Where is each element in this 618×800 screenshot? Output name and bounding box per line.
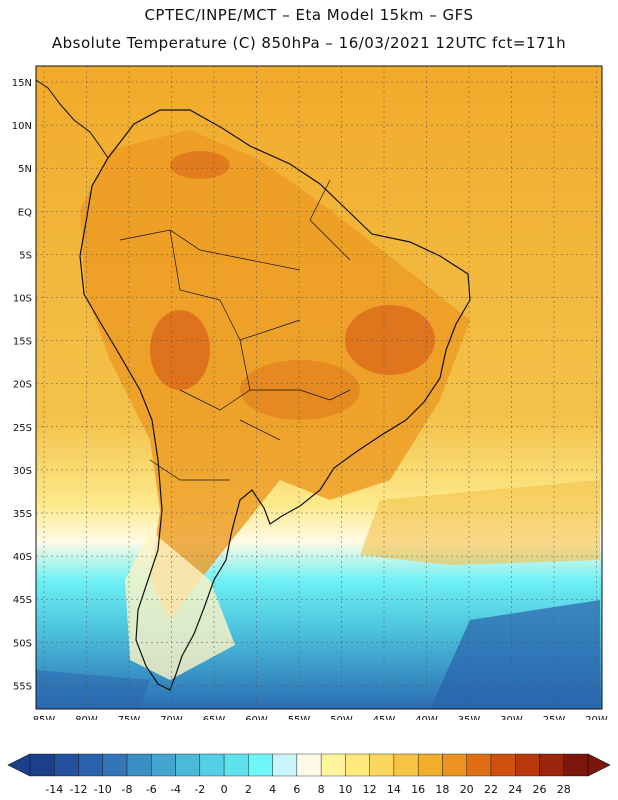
colorbar-tick-label: 6 bbox=[293, 783, 301, 796]
colorbar-swatch bbox=[199, 753, 225, 777]
colorbar-swatch bbox=[345, 753, 370, 777]
colorbar-tick-label: -8 bbox=[121, 783, 133, 796]
temperature-map: 15N 10N 5N EQ 5S 10S 15S 20S 25S 30S 35S 40S 45S 50S 5… bbox=[12, 65, 608, 720]
colorbar-tick-label: 4 bbox=[269, 783, 277, 796]
colorbar-swatch bbox=[393, 753, 419, 777]
lat-label: 45S bbox=[13, 595, 32, 606]
colorbar-swatch bbox=[320, 753, 346, 777]
lat-label: 25S bbox=[13, 423, 32, 434]
colorbar-tick-label: 28 bbox=[556, 783, 571, 796]
colorbar-swatch bbox=[515, 753, 540, 777]
colorbar-swatch bbox=[223, 753, 249, 777]
colorbar bbox=[7, 753, 611, 777]
colorbar-swatch bbox=[54, 753, 79, 777]
country-borders bbox=[119, 179, 351, 481]
colorbar-tick-label: 12 bbox=[362, 783, 377, 796]
lon-label: 25W bbox=[543, 715, 566, 720]
colorbar-swatch bbox=[126, 753, 152, 777]
lat-label: 5N bbox=[18, 164, 32, 175]
colorbar-swatch bbox=[466, 753, 492, 777]
colorbar-tick-label: -4 bbox=[170, 783, 182, 796]
colorbar-swatch bbox=[539, 753, 564, 777]
colorbar-tick-label: -6 bbox=[145, 783, 157, 796]
colorbar-tick-label: 24 bbox=[508, 783, 523, 796]
colorbar-tick-label: -12 bbox=[69, 783, 88, 796]
colorbar-tick-label: -2 bbox=[194, 783, 206, 796]
colorbar-tick-label: 26 bbox=[532, 783, 547, 796]
colorbar-swatch bbox=[29, 753, 55, 777]
colorbar-tick-label: 2 bbox=[244, 783, 252, 796]
colorbar-tick-label: 20 bbox=[459, 783, 474, 796]
colorbar-swatch bbox=[175, 753, 201, 777]
lon-label: 75W bbox=[118, 715, 141, 720]
lon-label: 30W bbox=[500, 715, 523, 720]
lat-label: 15N bbox=[12, 78, 32, 89]
colorbar-tick-label: 10 bbox=[338, 783, 353, 796]
lat-label: 15S bbox=[13, 337, 32, 348]
colorbar-swatch bbox=[151, 753, 176, 777]
colorbar-swatch bbox=[442, 753, 467, 777]
colorbar-tick-label: 16 bbox=[411, 783, 426, 796]
lat-label: 35S bbox=[13, 509, 32, 520]
central-america-outline bbox=[35, 79, 109, 159]
lon-label: 85W bbox=[33, 715, 56, 720]
colorbar-swatch bbox=[563, 753, 589, 777]
colorbar-tick-label: 18 bbox=[435, 783, 450, 796]
colorbar-tick-label: 14 bbox=[386, 783, 401, 796]
lon-label: 60W bbox=[245, 715, 268, 720]
map-title-line1: CPTEC/INPE/MCT – Eta Model 15km – GFS bbox=[144, 6, 474, 24]
colorbar-swatch bbox=[296, 753, 322, 777]
latitude-labels: 15N 10N 5N EQ 5S 10S 15S 20S 25S 30S 35S 40S 45S 50S 5… bbox=[12, 78, 32, 692]
lat-label: 10N bbox=[12, 121, 32, 132]
lon-label: 50W bbox=[330, 715, 353, 720]
colorbar-swatch bbox=[369, 753, 395, 777]
lat-label: 40S bbox=[13, 552, 32, 563]
graticule bbox=[36, 66, 602, 709]
lat-label: 55S bbox=[13, 681, 32, 692]
temperature-field bbox=[36, 66, 602, 709]
lat-label: 50S bbox=[13, 638, 32, 649]
lat-label: EQ bbox=[18, 207, 32, 218]
lon-label: 80W bbox=[75, 715, 98, 720]
lon-label: 40W bbox=[415, 715, 438, 720]
lon-label: 55W bbox=[288, 715, 311, 720]
lon-label: 45W bbox=[373, 715, 396, 720]
colorbar-swatch bbox=[102, 753, 128, 777]
lat-label: 30S bbox=[13, 466, 32, 477]
colorbar-swatch bbox=[272, 753, 298, 777]
map-title-line2: Absolute Temperature (C) 850hPa – 16/03/… bbox=[51, 34, 567, 52]
lon-label: 65W bbox=[203, 715, 226, 720]
colorbar-swatch bbox=[248, 753, 273, 777]
colorbar-swatch bbox=[78, 753, 103, 777]
lat-label: 10S bbox=[13, 294, 32, 305]
colorbar-tick-label: 8 bbox=[317, 783, 325, 796]
lat-label: 20S bbox=[13, 380, 32, 391]
colorbar-swatch bbox=[490, 753, 516, 777]
colorbar-tick-label: -10 bbox=[93, 783, 112, 796]
colorbar-tick-label: 22 bbox=[483, 783, 498, 796]
colorbar-swatch bbox=[417, 753, 443, 777]
colorbar-min-arrow bbox=[7, 753, 31, 777]
colorbar-tick-label: -14 bbox=[45, 783, 64, 796]
lat-label: 5S bbox=[19, 250, 32, 261]
colorbar-max-arrow bbox=[587, 753, 611, 777]
continent-outline bbox=[79, 109, 471, 691]
lon-label: 70W bbox=[160, 715, 183, 720]
longitude-labels: 85W 80W 75W 70W 65W 60W 55W 50W 45W 40W 35W 30W 25W 2… bbox=[33, 715, 608, 720]
colorbar-tick-label: 0 bbox=[220, 783, 228, 796]
lon-label: 20W bbox=[585, 715, 608, 720]
lon-label: 35W bbox=[458, 715, 481, 720]
